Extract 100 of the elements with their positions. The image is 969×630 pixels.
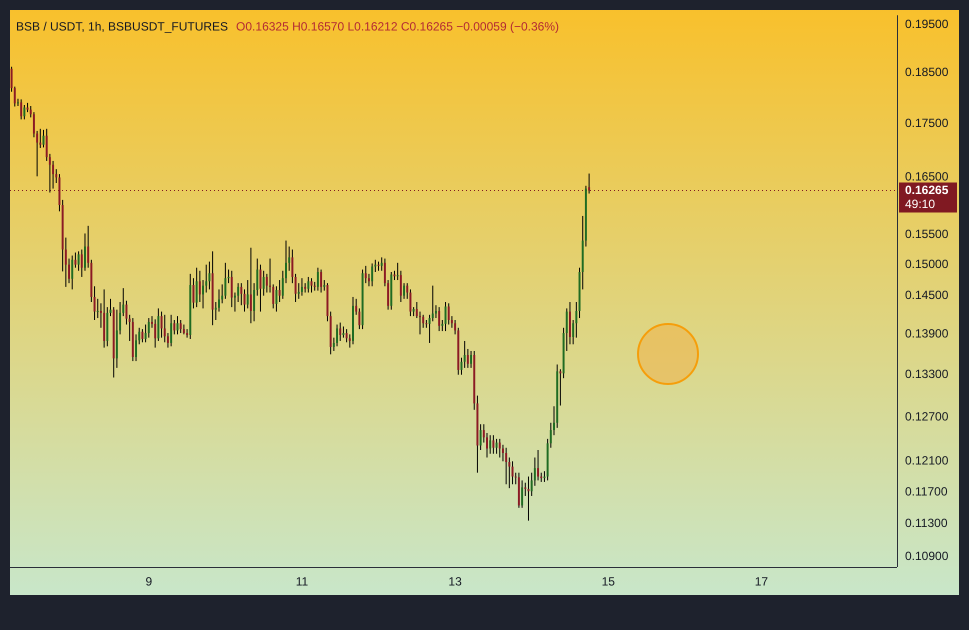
- candlestick: [39, 128, 42, 148]
- candlestick: [448, 302, 450, 326]
- candlestick: [154, 318, 156, 348]
- candlestick: [42, 129, 44, 148]
- candlestick: [498, 438, 501, 458]
- candlestick: [358, 308, 360, 330]
- ref-line-label: 0.16265: [905, 182, 949, 197]
- chart-title: BSB / USDT, 1h, BSBUSDT_FUTURES: [16, 20, 228, 34]
- text: 49:10: [905, 196, 936, 211]
- candlestick: [470, 350, 472, 368]
- candlestick: [444, 302, 447, 332]
- candlestick: [378, 261, 380, 272]
- candlestick: [14, 86, 16, 107]
- candlestick: [246, 280, 249, 309]
- candlestick: [339, 322, 342, 342]
- candlestick: [250, 247, 252, 324]
- y-tick-label: 0.15500: [905, 226, 949, 241]
- candlestick: [20, 98, 22, 120]
- candlestick: [46, 128, 48, 162]
- candlestick: [527, 476, 530, 522]
- candlestick: [342, 326, 344, 338]
- candlestick: [182, 324, 185, 335]
- candlestick: [406, 282, 408, 300]
- candlestick: [310, 278, 313, 294]
- candlestick: [512, 460, 514, 485]
- y-tick-label: 0.12700: [905, 409, 949, 424]
- x-tick-label: 17: [754, 574, 768, 589]
- candlestick: [346, 328, 348, 343]
- candlestick: [71, 255, 74, 290]
- y-tick-label: 0.17500: [905, 116, 949, 130]
- y-tick-label: 0.13300: [905, 367, 949, 382]
- candlestick: [160, 311, 163, 338]
- candlestick: [428, 314, 431, 344]
- candlestick: [492, 434, 494, 454]
- candlestick: [278, 280, 281, 303]
- candlestick: [371, 262, 374, 287]
- y-tick-label: 0.19500: [905, 16, 949, 31]
- x-tick-label: 11: [296, 574, 308, 589]
- candlestick: [170, 314, 172, 347]
- y-tick-label: 0.11700: [905, 484, 948, 498]
- candlestick: [454, 319, 456, 335]
- candlestick: [466, 348, 469, 368]
- candlestick: [355, 298, 358, 316]
- candlestick: [316, 267, 319, 292]
- candlestick: [262, 270, 265, 296]
- candlestick: [87, 225, 90, 268]
- candlestick: [323, 280, 326, 292]
- y-tick-label: 0.15000: [905, 256, 949, 271]
- candlestick: [537, 450, 540, 481]
- candlestick: [196, 267, 198, 308]
- candlestick: [348, 334, 351, 348]
- candlestick: [64, 237, 67, 288]
- candlestick: [180, 319, 182, 334]
- candlestick: [374, 259, 376, 273]
- candlestick: [23, 104, 26, 120]
- candlestick: [320, 269, 322, 294]
- candlestick: [307, 276, 310, 294]
- y-tick-label: 0.11300: [905, 516, 948, 530]
- y-tick-label: 0.13900: [905, 326, 949, 341]
- candlestick: [400, 270, 402, 303]
- candlestick: [300, 278, 303, 296]
- candlestick: [10, 66, 13, 92]
- candlestick: [141, 328, 144, 343]
- candlestick: [480, 424, 482, 451]
- candlestick: [224, 262, 226, 300]
- candlestick: [30, 105, 32, 118]
- candlestick: [173, 319, 176, 335]
- x-tick-label: 13: [448, 574, 462, 589]
- candlestick: [208, 261, 210, 290]
- candlestick: [489, 434, 492, 454]
- candlestick: [176, 316, 178, 335]
- y-tick-label: 0.12100: [905, 454, 949, 468]
- candlestick: [259, 264, 262, 312]
- candlestick: [403, 282, 406, 300]
- candlestick: [508, 457, 510, 489]
- candlestick: [166, 332, 169, 348]
- candlestick: [148, 318, 150, 338]
- candlestick: [80, 249, 83, 278]
- candlestick: [572, 319, 574, 345]
- candlestick: [496, 438, 498, 454]
- candlestick: [425, 319, 428, 328]
- candlestick: [559, 368, 562, 406]
- y-tick-label: 0.10900: [905, 549, 949, 564]
- candlestick: [336, 324, 338, 347]
- x-tick-label: 9: [145, 574, 152, 589]
- y-tick-label: 0.16500: [905, 170, 949, 184]
- candlestick: [304, 282, 306, 294]
- y-tick-label: 0.18500: [905, 65, 949, 80]
- candlestick: [122, 288, 124, 317]
- candlestick: [157, 308, 160, 342]
- candlestick: [74, 252, 76, 268]
- candlestick: [438, 306, 440, 332]
- candlestick: [144, 324, 147, 343]
- chart-subtitle: O0.16325 H0.16570 L0.16212 C0.16265 −0.00059 (−0.36%): [236, 20, 559, 34]
- candlestick: [380, 256, 383, 272]
- candlestick: [505, 447, 508, 485]
- candlestick: [78, 250, 80, 272]
- candlestick: [521, 480, 524, 508]
- y-tick-label: 0.14500: [905, 288, 949, 302]
- candlestick: [566, 308, 568, 352]
